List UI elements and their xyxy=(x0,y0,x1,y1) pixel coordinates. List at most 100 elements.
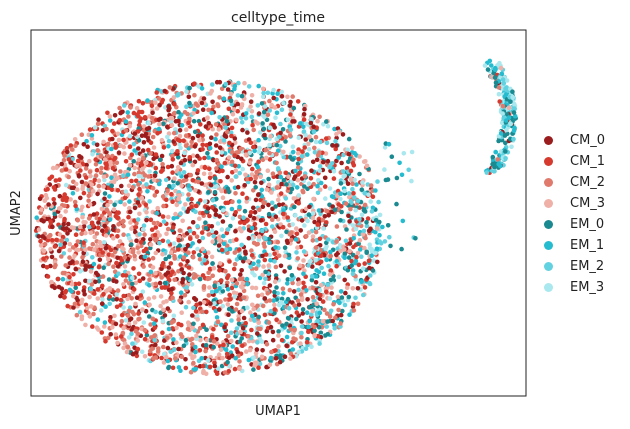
point-cm-0 xyxy=(83,278,88,284)
point-cm-1 xyxy=(45,186,50,192)
point-cm-0 xyxy=(56,284,62,290)
point-cm-2 xyxy=(317,150,322,155)
point-cm-1 xyxy=(230,170,235,175)
point-cm-3 xyxy=(125,296,130,302)
point-cm-2 xyxy=(219,86,225,92)
point-cm-3 xyxy=(174,325,179,331)
point-em-1 xyxy=(142,300,148,305)
point-cm-0 xyxy=(302,106,307,112)
point-em-3 xyxy=(336,274,342,280)
point-em-3 xyxy=(114,291,120,297)
point-cm-0 xyxy=(165,306,171,311)
point-cm-2 xyxy=(251,127,256,133)
point-em-3 xyxy=(212,301,217,306)
point-cm-1 xyxy=(248,176,254,182)
point-em-2 xyxy=(325,237,331,242)
point-em-2 xyxy=(272,259,277,264)
point-cm-0 xyxy=(181,270,186,276)
point-cm-3 xyxy=(347,248,353,254)
point-cm-0 xyxy=(119,183,124,189)
point-cm-2 xyxy=(197,257,203,262)
point-cm-1 xyxy=(263,252,269,257)
point-cm-3 xyxy=(171,95,177,100)
point-cm-2 xyxy=(288,327,294,332)
point-cm-0 xyxy=(166,265,172,270)
point-em-1 xyxy=(227,246,233,252)
point-cm-1 xyxy=(224,351,230,357)
point-cm-3 xyxy=(233,168,239,173)
point-em-3 xyxy=(342,173,348,179)
point-em-0 xyxy=(203,220,208,225)
point-em-3 xyxy=(496,91,502,97)
point-em-0 xyxy=(212,190,218,195)
point-em-1 xyxy=(504,118,509,123)
point-cm-2 xyxy=(362,202,368,208)
point-cm-0 xyxy=(253,197,259,203)
point-em-3 xyxy=(219,227,225,232)
point-em-2 xyxy=(288,127,294,132)
point-em-2 xyxy=(233,174,239,179)
point-cm-3 xyxy=(115,175,120,181)
point-cm-1 xyxy=(115,188,121,193)
point-cm-1 xyxy=(226,368,232,374)
point-em-0 xyxy=(302,184,307,189)
point-cm-0 xyxy=(254,347,260,352)
point-em-0 xyxy=(253,185,258,190)
point-cm-3 xyxy=(160,252,165,257)
point-em-3 xyxy=(306,181,312,186)
point-cm-0 xyxy=(79,179,85,185)
point-em-0 xyxy=(492,75,498,80)
point-cm-1 xyxy=(159,263,165,268)
point-em-1 xyxy=(34,215,39,220)
point-cm-3 xyxy=(48,246,53,252)
point-cm-0 xyxy=(246,235,252,241)
point-cm-3 xyxy=(83,230,88,236)
x-axis-label: UMAP1 xyxy=(255,404,301,419)
point-cm-1 xyxy=(92,177,98,183)
point-cm-2 xyxy=(121,223,126,229)
point-cm-3 xyxy=(75,187,80,192)
point-cm-3 xyxy=(247,160,253,166)
point-cm-3 xyxy=(259,292,265,298)
point-cm-1 xyxy=(73,281,78,287)
point-em-1 xyxy=(154,210,160,216)
point-em-2 xyxy=(296,287,301,293)
point-cm-0 xyxy=(291,289,297,294)
point-em-1 xyxy=(236,199,242,204)
point-cm-1 xyxy=(194,302,199,308)
point-em-2 xyxy=(277,134,282,140)
point-cm-2 xyxy=(116,243,121,249)
point-em-0 xyxy=(357,171,362,177)
point-cm-1 xyxy=(245,218,250,223)
point-em-0 xyxy=(273,204,278,209)
point-em-2 xyxy=(87,224,92,230)
point-cm-0 xyxy=(179,267,184,272)
point-em-1 xyxy=(506,115,512,120)
point-em-3 xyxy=(126,335,132,340)
point-cm-2 xyxy=(190,254,196,260)
point-em-1 xyxy=(304,288,309,293)
point-cm-0 xyxy=(330,204,336,209)
point-cm-1 xyxy=(110,128,115,134)
point-em-1 xyxy=(209,110,214,116)
point-cm-3 xyxy=(191,111,196,116)
point-cm-1 xyxy=(95,287,101,292)
point-em-3 xyxy=(90,152,95,157)
point-em-2 xyxy=(137,232,142,237)
point-cm-3 xyxy=(348,177,354,182)
point-cm-1 xyxy=(81,190,87,196)
point-em-3 xyxy=(123,189,129,194)
point-cm-2 xyxy=(260,157,266,163)
point-cm-0 xyxy=(165,270,171,275)
point-cm-3 xyxy=(211,265,217,271)
point-em-1 xyxy=(373,188,378,193)
point-em-1 xyxy=(217,286,222,291)
point-cm-2 xyxy=(292,303,297,308)
point-cm-3 xyxy=(112,313,117,319)
point-cm-2 xyxy=(229,149,235,155)
point-cm-0 xyxy=(183,357,188,362)
point-cm-1 xyxy=(160,238,166,244)
point-em-2 xyxy=(228,330,234,336)
point-cm-1 xyxy=(103,339,108,344)
point-cm-0 xyxy=(334,143,339,148)
